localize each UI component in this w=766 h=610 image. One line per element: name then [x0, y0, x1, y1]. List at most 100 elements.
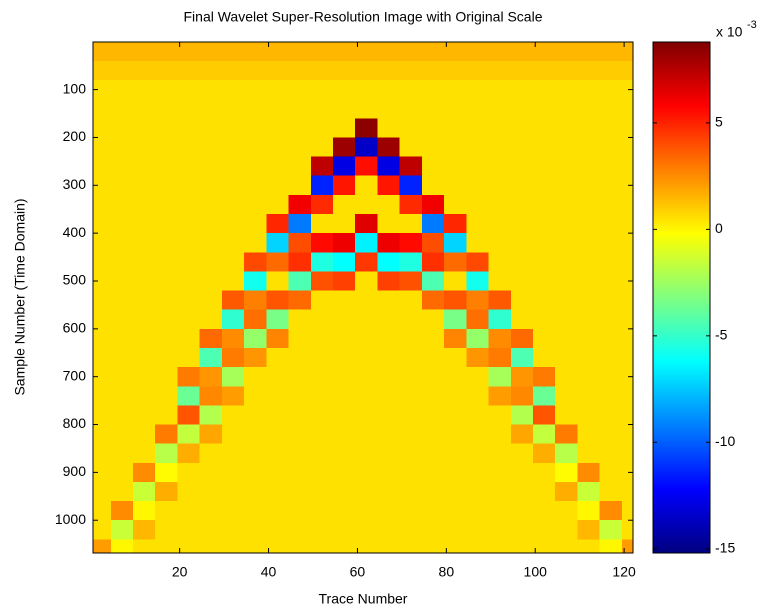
heatmap-cell	[399, 481, 423, 502]
heatmap-cell	[599, 290, 623, 311]
heatmap-cell	[488, 194, 512, 215]
heatmap-cell	[599, 424, 623, 444]
heatmap-cell	[310, 520, 334, 540]
heatmap-cell	[577, 137, 600, 157]
heatmap-cell	[377, 462, 400, 483]
heatmap-cell	[377, 118, 400, 138]
heatmap-cell	[599, 80, 623, 100]
heatmap-cell	[510, 233, 534, 253]
heatmap-cell	[288, 443, 312, 464]
heatmap-cell	[399, 42, 423, 62]
heatmap-cell	[421, 520, 445, 540]
heatmap-cell	[621, 520, 633, 540]
heatmap-cell	[266, 156, 289, 177]
heatmap-cell	[93, 214, 112, 234]
heatmap-cell	[533, 481, 556, 502]
heatmap-cell	[199, 290, 223, 311]
heatmap-cell	[444, 443, 467, 464]
heatmap-cell	[510, 443, 534, 464]
heatmap-cell	[510, 520, 534, 540]
heatmap-cell	[577, 520, 600, 540]
heatmap-cell	[355, 309, 378, 330]
heatmap-cell	[266, 118, 289, 138]
heatmap-cell	[555, 539, 578, 553]
heatmap-cell	[133, 80, 156, 100]
y-tick-label: 300	[63, 176, 87, 192]
heatmap-cell	[310, 156, 334, 177]
heatmap-cell	[310, 290, 334, 311]
heatmap-cell	[399, 462, 423, 483]
heatmap-cell	[333, 481, 356, 502]
heatmap-cell	[488, 328, 512, 349]
heatmap-cell	[555, 80, 578, 100]
heatmap-cell	[555, 501, 578, 521]
heatmap-cell	[399, 137, 423, 157]
heatmap-cell	[288, 328, 312, 349]
heatmap-cell	[421, 175, 445, 196]
heatmap-cell	[110, 386, 134, 406]
heatmap-cell	[621, 156, 633, 177]
heatmap-cell	[421, 137, 445, 157]
heatmap-cell	[421, 194, 445, 215]
heatmap-cell	[199, 347, 223, 368]
heatmap-cell	[221, 367, 245, 387]
heatmap-cell	[444, 42, 467, 62]
heatmap-cell	[333, 156, 356, 177]
heatmap-cell	[355, 386, 378, 406]
heatmap-cell	[488, 386, 512, 406]
heatmap-cell	[555, 214, 578, 234]
heatmap-cell	[510, 347, 534, 368]
heatmap-cell	[310, 194, 334, 215]
plot-frame	[92, 41, 634, 554]
heatmap-cell	[133, 347, 156, 368]
heatmap-cell	[466, 386, 489, 406]
heatmap-cell	[377, 347, 400, 368]
colorbar-tick-label: -15	[715, 539, 735, 555]
heatmap-cell	[221, 309, 245, 330]
heatmap-cell	[288, 214, 312, 234]
heatmap-cell	[555, 252, 578, 272]
heatmap-cell	[510, 328, 534, 349]
heatmap-cell	[221, 194, 245, 215]
heatmap-cell	[466, 328, 489, 349]
heatmap-cell	[133, 214, 156, 234]
heatmap-cell	[244, 118, 267, 138]
heatmap-cell	[133, 156, 156, 177]
y-tick-label: 700	[63, 367, 87, 383]
x-tick-label: 40	[261, 564, 277, 580]
heatmap-cell	[466, 309, 489, 330]
heatmap-cell	[421, 328, 445, 349]
heatmap-cell	[110, 347, 134, 368]
heatmap-cell	[399, 214, 423, 234]
heatmap-cell	[377, 309, 400, 330]
heatmap-cell	[110, 233, 134, 253]
heatmap-cell	[377, 520, 400, 540]
heatmap-cell	[466, 233, 489, 253]
heatmap-cell	[577, 175, 600, 196]
heatmap-cell	[577, 214, 600, 234]
heatmap-cell	[93, 42, 112, 62]
heatmap-cell	[177, 137, 200, 157]
heatmap-cell	[555, 60, 578, 81]
x-tick-label: 120	[612, 564, 636, 580]
heatmap-cell	[599, 175, 623, 196]
heatmap-cell	[155, 233, 178, 253]
y-tick-label: 400	[63, 224, 87, 240]
heatmap-cell	[555, 194, 578, 215]
heatmap-cell	[177, 271, 200, 291]
heatmap-cell	[177, 233, 200, 253]
heatmap-cell	[199, 137, 223, 157]
heatmap-cell	[333, 252, 356, 272]
heatmap-cell	[444, 424, 467, 444]
heatmap-cell	[133, 443, 156, 464]
heatmap-cell	[533, 137, 556, 157]
heatmap-cell	[199, 80, 223, 100]
heatmap-cell	[377, 328, 400, 349]
heatmap-cell	[266, 328, 289, 349]
heatmap-cell	[510, 252, 534, 272]
heatmap-cell	[621, 443, 633, 464]
heatmap-cell	[421, 481, 445, 502]
heatmap-cell	[93, 271, 112, 291]
heatmap-cell	[488, 60, 512, 81]
heatmap-cell	[466, 405, 489, 425]
